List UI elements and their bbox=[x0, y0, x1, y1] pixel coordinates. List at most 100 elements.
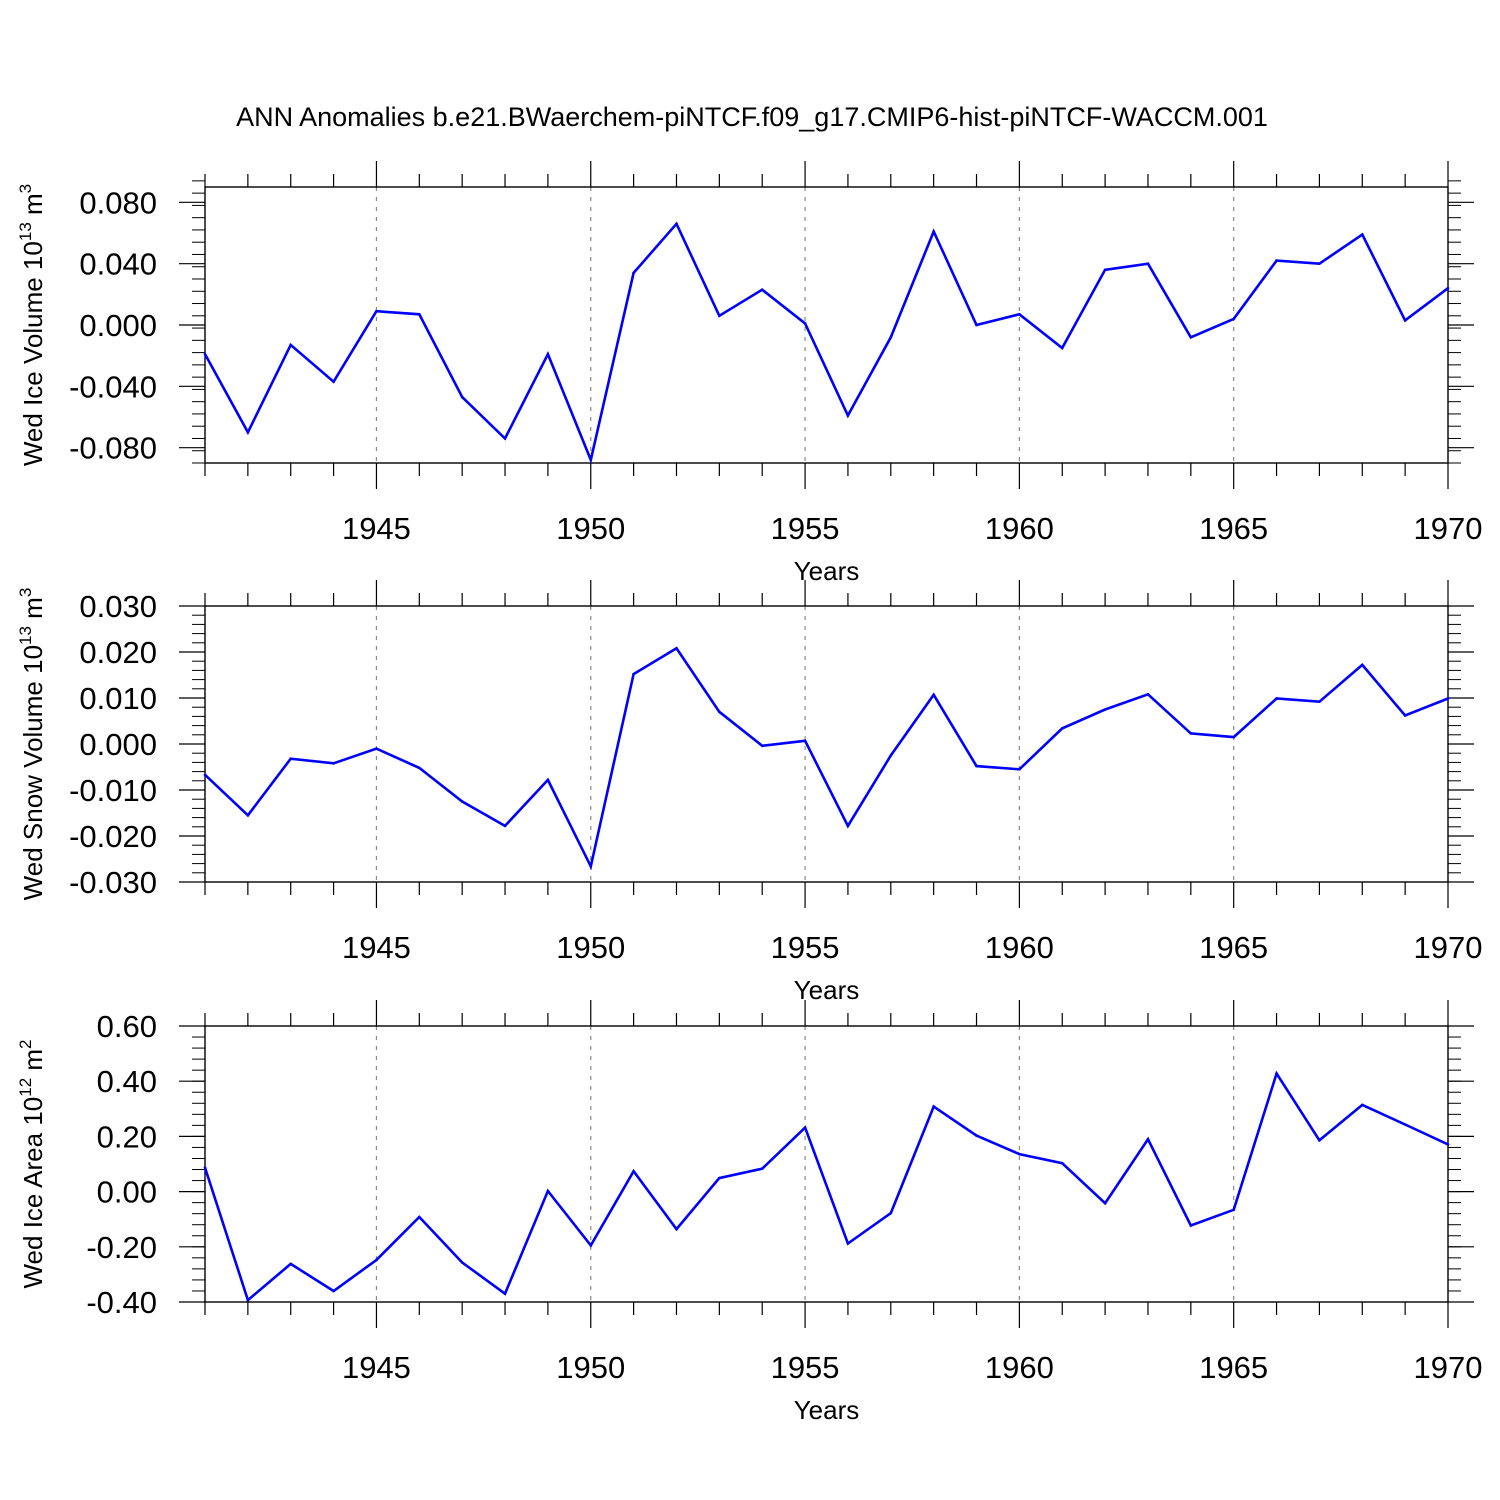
data-point-1954 bbox=[760, 1167, 764, 1170]
data-point-1970 bbox=[1446, 1143, 1450, 1146]
data-point-1947 bbox=[460, 800, 464, 803]
x-tick-label: 1970 bbox=[1414, 1350, 1483, 1385]
y-tick-label: -0.40 bbox=[86, 1285, 157, 1320]
data-point-1967 bbox=[1318, 700, 1321, 703]
data-point-1950 bbox=[589, 458, 593, 462]
data-point-1951 bbox=[632, 672, 635, 676]
plot-frame bbox=[204, 186, 1449, 464]
x-tick-label: 1965 bbox=[1199, 930, 1268, 965]
data-point-1964 bbox=[1189, 732, 1193, 735]
data-point-1941 bbox=[203, 352, 207, 356]
data-point-1957 bbox=[889, 1211, 893, 1215]
data-point-1943 bbox=[289, 757, 293, 761]
x-tick-label: 1955 bbox=[771, 1350, 840, 1385]
data-point-1943 bbox=[289, 1262, 293, 1266]
data-point-1948 bbox=[503, 824, 507, 828]
y-tick-label: -0.080 bbox=[69, 431, 157, 466]
data-point-1958 bbox=[932, 230, 935, 233]
series-line-ice-volume bbox=[203, 221, 1449, 465]
data-point-1959 bbox=[975, 764, 978, 768]
y-axis-title-part: Wed Snow Volume 10 bbox=[18, 645, 48, 900]
x-tick-label: 1960 bbox=[985, 1350, 1054, 1385]
data-point-1944 bbox=[332, 762, 335, 765]
data-point-1947 bbox=[460, 395, 464, 399]
y-axis-title-superscript: 13 bbox=[16, 222, 35, 241]
x-tick-label: 1950 bbox=[556, 1350, 625, 1385]
data-point-1954 bbox=[760, 744, 764, 748]
x-tick-label: 1960 bbox=[985, 511, 1054, 546]
data-point-1950 bbox=[589, 865, 593, 868]
data-point-1969 bbox=[1403, 319, 1407, 322]
data-point-1948 bbox=[503, 437, 507, 440]
x-tick-label: 1970 bbox=[1414, 511, 1483, 546]
series-line-ice-area bbox=[203, 1070, 1449, 1303]
data-point-1963 bbox=[1146, 1137, 1150, 1141]
data-point-1962 bbox=[1103, 708, 1107, 711]
y-axis-title-part: m bbox=[18, 597, 48, 626]
y-tick-label: 0.020 bbox=[79, 635, 157, 670]
data-point-1949 bbox=[546, 352, 550, 356]
data-point-1962 bbox=[1103, 268, 1107, 272]
x-tick-label: 1965 bbox=[1199, 1350, 1268, 1385]
data-point-1969 bbox=[1403, 1123, 1407, 1126]
data-point-1964 bbox=[1189, 335, 1193, 339]
y-tick-label: 0.60 bbox=[97, 1009, 157, 1044]
data-point-1956 bbox=[846, 1242, 850, 1245]
data-point-1941 bbox=[203, 1166, 207, 1169]
data-point-1952 bbox=[675, 1227, 678, 1231]
y-axis-title-part: m bbox=[18, 1049, 48, 1078]
data-point-1967 bbox=[1318, 262, 1321, 265]
y-tick-label: -0.030 bbox=[69, 865, 157, 900]
data-point-1942 bbox=[246, 814, 250, 817]
y-tick-label: -0.040 bbox=[69, 369, 157, 404]
panel-ice-area: -0.40 -0.20 0.00 0.20 0.40 0.60 1945 1950 1955 19… bbox=[16, 1000, 1482, 1425]
y-tick-label: 0.40 bbox=[97, 1064, 157, 1099]
series-line-snow-volume bbox=[204, 646, 1449, 871]
data-point-1957 bbox=[889, 754, 893, 757]
data-point-1961 bbox=[1060, 727, 1064, 730]
data-point-1960 bbox=[1018, 1152, 1021, 1156]
data-point-1953 bbox=[718, 1176, 721, 1180]
x-axis-title: Years bbox=[794, 975, 860, 1005]
x-tick-label: 1955 bbox=[771, 930, 840, 965]
data-point-1954 bbox=[760, 288, 764, 292]
data-point-1945 bbox=[375, 747, 378, 750]
y-tick-label: -0.020 bbox=[69, 819, 157, 854]
data-point-1960 bbox=[1018, 768, 1021, 771]
data-point-1958 bbox=[932, 1105, 935, 1108]
data-point-1965 bbox=[1232, 317, 1235, 321]
data-point-1968 bbox=[1360, 233, 1364, 236]
data-point-1964 bbox=[1189, 1224, 1193, 1227]
y-axis-title-part: Wed Ice Volume 10 bbox=[18, 241, 48, 466]
x-tick-label: 1945 bbox=[342, 930, 411, 965]
data-point-1946 bbox=[418, 312, 421, 316]
panel-snow-volume: -0.030 -0.020 -0.010 0.000 0.010 0.020 0.030 19… bbox=[16, 580, 1482, 1005]
data-point-1967 bbox=[1318, 1138, 1321, 1142]
data-point-1959 bbox=[975, 323, 978, 327]
y-axis-title: Wed Snow Volume 1013 m3 bbox=[16, 588, 48, 901]
data-point-1963 bbox=[1146, 262, 1150, 265]
data-point-1965 bbox=[1232, 735, 1235, 739]
y-axis-title-part: m bbox=[18, 193, 48, 222]
data-point-1942 bbox=[246, 431, 250, 434]
data-point-1941 bbox=[203, 773, 207, 777]
y-tick-label: 0.030 bbox=[79, 589, 157, 624]
data-point-1956 bbox=[846, 824, 850, 828]
x-axis-title: Years bbox=[794, 556, 860, 586]
y-axis-title-superscript: 2 bbox=[16, 1039, 35, 1048]
data-point-1942 bbox=[246, 1298, 250, 1302]
data-point-1968 bbox=[1360, 1103, 1364, 1107]
y-axis-title: Wed Ice Area 1012 m2 bbox=[16, 1039, 48, 1288]
y-axis-title-superscript: 13 bbox=[16, 626, 35, 645]
data-point-1951 bbox=[632, 271, 635, 275]
data-point-1966 bbox=[1275, 259, 1278, 262]
y-tick-label: 0.00 bbox=[97, 1175, 157, 1210]
data-point-1970 bbox=[1446, 697, 1450, 700]
data-point-1945 bbox=[375, 309, 378, 313]
plot-frame bbox=[204, 1025, 1449, 1303]
data-point-1953 bbox=[718, 314, 721, 318]
data-point-1947 bbox=[460, 1261, 464, 1264]
data-point-1950 bbox=[589, 1244, 593, 1247]
y-tick-label: 0.040 bbox=[79, 247, 157, 282]
